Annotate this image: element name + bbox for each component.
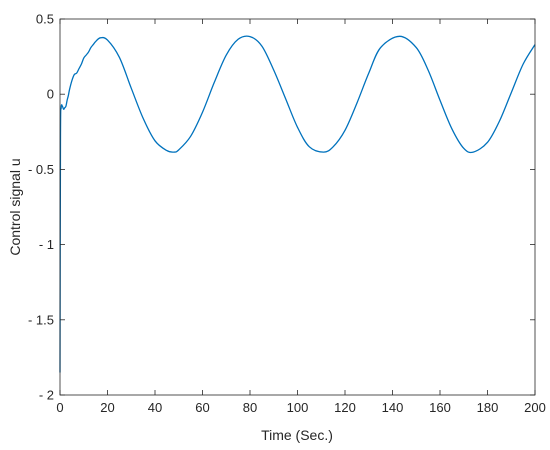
y-axis-label: Control signal u — [7, 158, 23, 255]
series-layer — [59, 35, 536, 373]
y-tick-label: 0 — [47, 87, 54, 102]
tick-layer: 0 20 40 60 80 100 120 140 160 180 200 - 2 - 1.5 - 1 - … — [28, 12, 546, 416]
y-tick-label: - 2 — [39, 388, 54, 403]
x-tick-label: 20 — [100, 400, 114, 415]
x-tick-label: 40 — [148, 400, 162, 415]
plot-background — [60, 19, 535, 395]
y-tick-label: 0.5 — [36, 12, 54, 27]
x-tick-label: 120 — [334, 400, 356, 415]
x-tick-label: 100 — [287, 400, 309, 415]
x-tick-label: 0 — [56, 400, 63, 415]
y-tick-label: - 1 — [39, 237, 54, 252]
x-tick-label: 60 — [195, 400, 209, 415]
x-axis-label: Time (Sec.) — [261, 427, 333, 443]
y-tick-label: - 1.5 — [28, 312, 54, 327]
y-tick-label: - 0.5 — [28, 162, 54, 177]
x-tick-label: 160 — [429, 400, 451, 415]
x-tick-label: 80 — [243, 400, 257, 415]
x-tick-label: 140 — [382, 400, 404, 415]
series-line — [59, 35, 536, 373]
x-tick-label: 200 — [524, 400, 546, 415]
x-tick-label: 180 — [477, 400, 499, 415]
